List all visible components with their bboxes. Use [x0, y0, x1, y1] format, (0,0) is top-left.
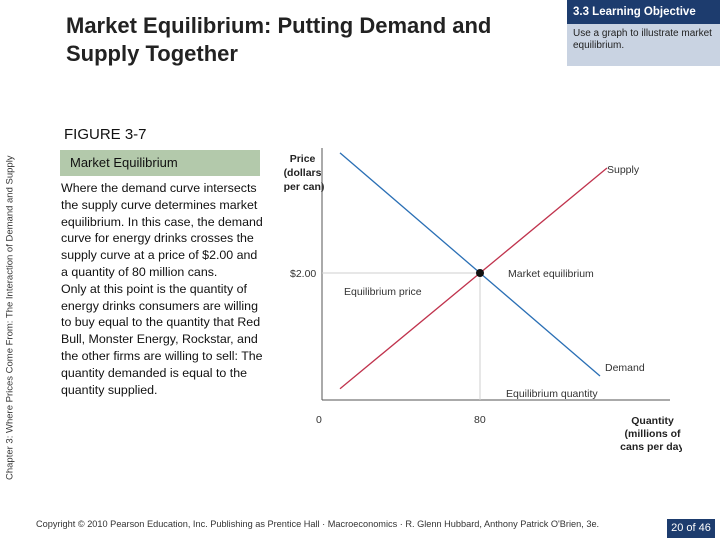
- page-title: Market Equilibrium: Putting Demand and S…: [66, 13, 492, 66]
- equilibrium-point: [476, 269, 484, 277]
- learning-objective-box: 3.3 Learning Objective Use a graph to il…: [567, 0, 720, 66]
- y-tick-label: $2.00: [290, 268, 316, 280]
- page-number: 20 of 46: [667, 519, 715, 538]
- figure-description-paragraph-1: Where the demand curve intersects the su…: [61, 181, 263, 279]
- supply-curve: [339, 167, 608, 390]
- figure-caption: Market Equilibrium: [70, 155, 178, 170]
- y-axis-label-line-1: Price: [290, 153, 316, 165]
- x-axis-label-line-2: (millions of: [625, 428, 682, 440]
- figure-description: Where the demand curve intersects the su…: [61, 180, 263, 398]
- figure-caption-bar: Market Equilibrium: [60, 150, 260, 176]
- learning-objective-label: 3.3 Learning Objective: [573, 6, 696, 18]
- learning-objective-text: Use a graph to illustrate market equilib…: [573, 28, 712, 51]
- x-tick-label-origin: 0: [316, 414, 322, 426]
- market-equilibrium-label: Market equilibrium: [508, 268, 594, 280]
- y-axis-label: Price (dollars per can): [284, 153, 325, 193]
- figure-number: FIGURE 3-7: [64, 126, 147, 143]
- x-axis-label-line-3: cans per day): [620, 441, 682, 453]
- y-axis-label-line-2: (dollars: [284, 167, 322, 179]
- copyright-footer: Copyright © 2010 Pearson Education, Inc.…: [36, 519, 600, 529]
- y-axis-label-line-3: per can): [284, 181, 325, 193]
- demand-curve: [339, 152, 601, 377]
- figure-description-paragraph-2: Only at this point is the quantity of en…: [61, 281, 263, 397]
- demand-label: Demand: [605, 362, 645, 374]
- equilibrium-quantity-label: Equilibrium quantity: [506, 388, 598, 400]
- equilibrium-price-label: Equilibrium price: [344, 286, 422, 298]
- x-tick-label-equilibrium: 80: [474, 414, 486, 426]
- equilibrium-chart: Price (dollars per can) Supply Demand Ma…: [284, 148, 682, 453]
- learning-objective-header: 3.3 Learning Objective: [567, 0, 720, 24]
- supply-label: Supply: [607, 164, 640, 176]
- chapter-label: Chapter 3: Where Prices Come From: The I…: [4, 155, 16, 480]
- chapter-sidebar: Chapter 3: Where Prices Come From: The I…: [0, 0, 20, 480]
- x-axis-label-line-1: Quantity: [631, 415, 674, 427]
- x-axis-label: Quantity (millions of cans per day): [620, 415, 682, 453]
